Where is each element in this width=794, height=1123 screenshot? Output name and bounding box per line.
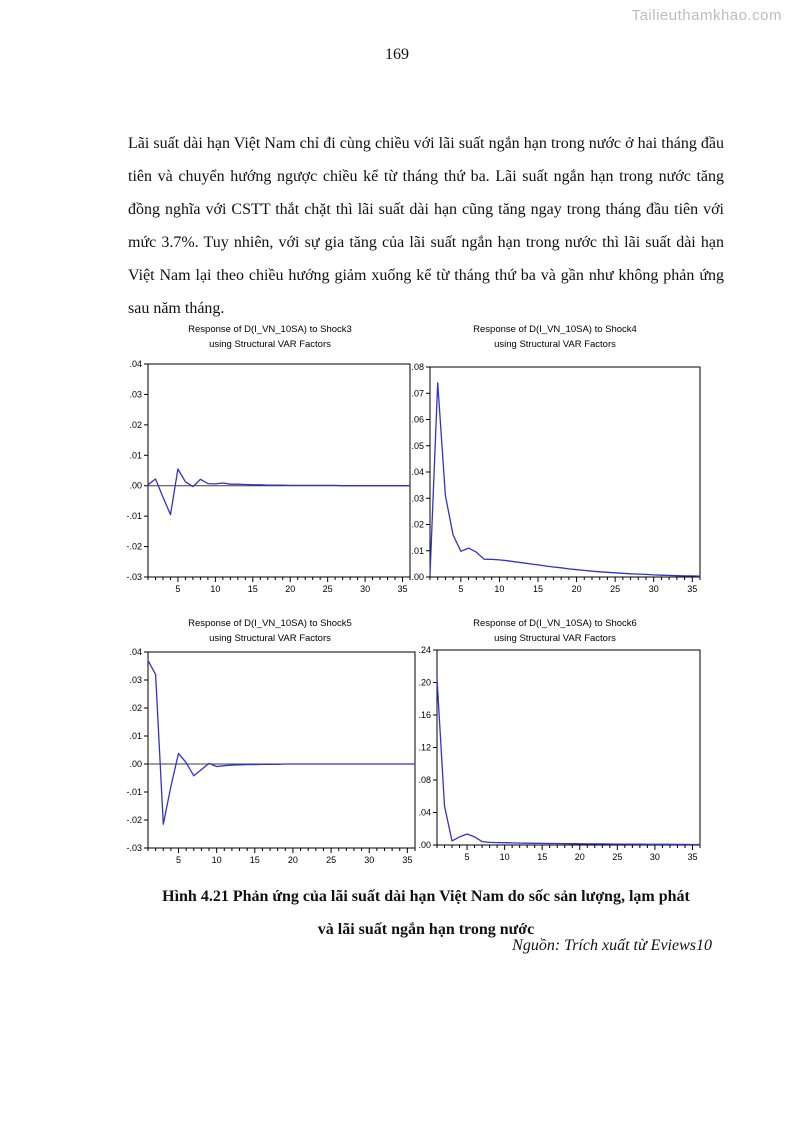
svg-text:.00: .00 xyxy=(129,481,142,491)
svg-text:-.03: -.03 xyxy=(126,843,142,853)
watermark: Tailieuthamkhao.com xyxy=(631,7,782,24)
svg-text:5: 5 xyxy=(176,855,181,865)
svg-text:.04: .04 xyxy=(129,647,142,657)
chart-plot-shock4: .08 .07 .06 .05 .04 .03 .02 .01 .00 5 10 15 20 25 30 35 xyxy=(411,362,701,594)
chart-title: Response of D(I_VN_10SA) to Shock4 xyxy=(473,324,637,335)
chart-subtitle: using Structural VAR Factors xyxy=(494,339,616,350)
svg-text:15: 15 xyxy=(248,584,258,594)
svg-text:.08: .08 xyxy=(411,362,424,372)
svg-text:-.01: -.01 xyxy=(126,511,142,521)
chart-title: Response of D(I_VN_10SA) to Shock5 xyxy=(188,618,352,629)
svg-text:20: 20 xyxy=(288,855,298,865)
svg-text:15: 15 xyxy=(250,855,260,865)
chart-plot-shock6: .24 .20 .16 .12 .08 .04 .00 5 10 15 20 25 30 35 xyxy=(418,646,701,862)
svg-text:.01: .01 xyxy=(129,450,142,460)
svg-text:.04: .04 xyxy=(418,808,431,818)
svg-text:5: 5 xyxy=(465,852,470,862)
chart-plot-shock3: .04 .03 .02 .01 .00 -.01 -.02 -.03 5 10 15 20 25 30 35 xyxy=(126,359,411,594)
chart-plot-shock5: .04 .03 .02 .01 .00 -.01 -.02 -.03 5 10 15 20 25 30 35 xyxy=(126,647,416,865)
svg-text:.08: .08 xyxy=(418,775,431,785)
svg-text:-.03: -.03 xyxy=(126,572,142,582)
svg-text:5: 5 xyxy=(458,584,463,594)
chart-response-shock4: Response of D(I_VN_10SA) to Shock4 using… xyxy=(405,316,705,602)
svg-text:.03: .03 xyxy=(411,493,424,503)
chart-title: Response of D(I_VN_10SA) to Shock6 xyxy=(473,618,637,629)
svg-text:30: 30 xyxy=(364,855,374,865)
page-number: 169 xyxy=(385,46,409,63)
svg-text:.00: .00 xyxy=(418,840,431,850)
chart-response-shock3: Response of D(I_VN_10SA) to Shock3 using… xyxy=(120,316,420,602)
body-paragraph: Lãi suất dài hạn Việt Nam chỉ đi cùng ch… xyxy=(128,135,724,317)
svg-text:.00: .00 xyxy=(411,572,424,582)
svg-text:35: 35 xyxy=(402,855,412,865)
svg-text:.03: .03 xyxy=(129,389,142,399)
svg-text:35: 35 xyxy=(687,584,697,594)
chart-title: Response of D(I_VN_10SA) to Shock3 xyxy=(188,324,352,335)
svg-text:.02: .02 xyxy=(129,420,142,430)
svg-text:.02: .02 xyxy=(129,703,142,713)
chart-response-shock5: Response of D(I_VN_10SA) to Shock5 using… xyxy=(120,610,420,874)
chart-response-shock6: Response of D(I_VN_10SA) to Shock6 using… xyxy=(405,610,705,872)
svg-text:.02: .02 xyxy=(411,520,424,530)
svg-text:25: 25 xyxy=(612,852,622,862)
svg-text:10: 10 xyxy=(212,855,222,865)
svg-text:30: 30 xyxy=(649,584,659,594)
svg-text:25: 25 xyxy=(326,855,336,865)
svg-text:-.01: -.01 xyxy=(126,787,142,797)
svg-text:.04: .04 xyxy=(411,467,424,477)
figure-chart-grid: Response of D(I_VN_10SA) to Shock3 using… xyxy=(120,316,720,876)
chart-subtitle: using Structural VAR Factors xyxy=(209,633,331,644)
svg-text:10: 10 xyxy=(494,584,504,594)
svg-text:-.02: -.02 xyxy=(126,542,142,552)
figure-source: Nguồn: Trích xuất từ Eviews10 xyxy=(512,937,712,954)
svg-text:.16: .16 xyxy=(418,710,431,720)
svg-text:15: 15 xyxy=(537,852,547,862)
svg-text:25: 25 xyxy=(610,584,620,594)
svg-text:20: 20 xyxy=(575,852,585,862)
chart-subtitle: using Structural VAR Factors xyxy=(209,339,331,350)
svg-text:5: 5 xyxy=(175,584,180,594)
svg-text:.04: .04 xyxy=(129,359,142,369)
svg-text:35: 35 xyxy=(687,852,697,862)
svg-text:.20: .20 xyxy=(418,678,431,688)
svg-text:20: 20 xyxy=(285,584,295,594)
svg-text:.05: .05 xyxy=(411,441,424,451)
svg-text:.01: .01 xyxy=(411,546,424,556)
svg-text:.01: .01 xyxy=(129,731,142,741)
svg-text:25: 25 xyxy=(323,584,333,594)
svg-text:.24: .24 xyxy=(418,646,431,655)
figure-caption: Hình 4.21 Phản ứng của lãi suất dài hạn … xyxy=(128,880,724,946)
svg-text:-.02: -.02 xyxy=(126,815,142,825)
svg-text:10: 10 xyxy=(210,584,220,594)
svg-text:15: 15 xyxy=(533,584,543,594)
svg-text:30: 30 xyxy=(360,584,370,594)
svg-text:20: 20 xyxy=(572,584,582,594)
figure-caption-line2: và lãi suất ngắn hạn trong nước xyxy=(317,921,535,938)
figure-caption-line1: Hình 4.21 Phản ứng của lãi suất dài hạn … xyxy=(162,888,690,905)
svg-text:35: 35 xyxy=(398,584,408,594)
svg-text:.00: .00 xyxy=(129,759,142,769)
svg-text:30: 30 xyxy=(650,852,660,862)
svg-text:.06: .06 xyxy=(411,415,424,425)
svg-text:.03: .03 xyxy=(129,675,142,685)
svg-text:.07: .07 xyxy=(411,388,424,398)
chart-subtitle: using Structural VAR Factors xyxy=(494,633,616,644)
svg-text:10: 10 xyxy=(500,852,510,862)
svg-text:.12: .12 xyxy=(418,743,431,753)
